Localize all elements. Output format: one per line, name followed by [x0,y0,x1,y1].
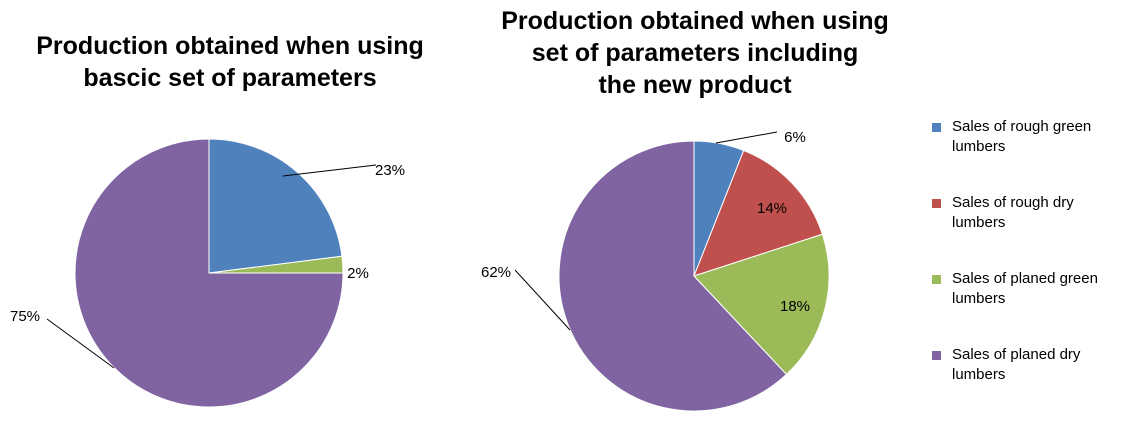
pie-0-data-label-3: 75% [10,308,40,325]
pie-0-slice-0 [208,138,343,274]
pie-0-leader-3 [46,318,115,369]
legend: Sales of rough green lumbers Sales of ro… [932,117,1122,421]
pie-1-data-label-3: 62% [481,264,511,281]
pie-0-leader-0 [282,164,377,177]
legend-label-rough-dry: Sales of rough dry lumbers [952,194,1074,231]
legend-label-planed-green: Sales of planed green lumbers [952,270,1098,307]
pie-1-slice-2 [693,233,830,376]
chart-title-new-product: Production obtained when using set of pa… [501,7,889,99]
pie-1-data-label-2: 18% [780,298,810,315]
legend-item-rough-dry: Sales of rough dry lumbers [932,193,1122,269]
legend-swatch-planed-green [932,275,941,284]
legend-swatch-planed-dry [932,351,941,360]
legend-item-planed-green: Sales of planed green lumbers [932,269,1122,345]
pie-0-data-label-0: 23% [375,162,405,179]
pie-1-slice-3 [558,140,788,412]
legend-label-planed-dry: Sales of planed dry lumbers [952,346,1081,383]
chart-title-basic: Production obtained when using bascic se… [36,32,424,92]
pie-1-data-label-0: 6% [784,129,806,146]
legend-swatch-rough-dry [932,199,941,208]
legend-item-rough-green: Sales of rough green lumbers [932,117,1122,193]
pie-1-leader-3 [514,269,571,331]
legend-label-rough-green: Sales of rough green lumbers [952,118,1092,155]
pie-1-leader-0 [715,131,778,144]
legend-item-planed-dry: Sales of planed dry lumbers [932,345,1122,421]
pie-0-slice-3 [74,138,344,408]
pie-0-data-label-2: 2% [347,265,369,282]
legend-swatch-rough-green [932,123,941,132]
pie-1-data-label-1: 14% [757,200,787,217]
